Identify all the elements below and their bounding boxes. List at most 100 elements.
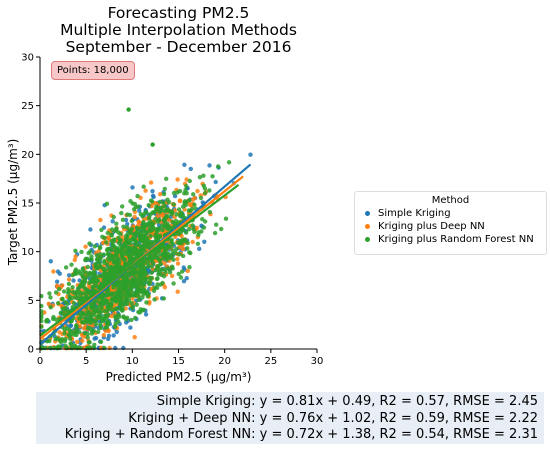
fit-line-3 [39,184,240,337]
data-point [63,300,68,305]
data-point [162,203,167,209]
data-point [135,193,140,199]
data-point [44,318,49,323]
data-point [88,227,93,232]
data-point [146,215,152,221]
data-point [181,265,186,270]
y-tick-label: 30 [21,53,34,64]
data-point [123,317,129,322]
data-point [124,245,130,251]
data-point [129,301,134,306]
data-point [54,279,60,284]
data-point [184,276,189,281]
data-point [151,194,156,200]
data-point [170,248,176,253]
data-point [120,308,125,313]
data-point [102,308,108,314]
data-point [110,242,116,247]
data-point [140,234,145,239]
data-point [135,204,141,209]
data-point [226,160,232,165]
data-point [161,274,167,279]
data-point [93,282,99,287]
data-point [69,345,74,351]
data-point [77,329,82,335]
data-point [72,257,78,263]
data-point [113,271,118,277]
data-point [136,263,141,268]
x-tick-label: 10 [126,356,139,367]
data-point [134,276,139,281]
data-point [113,324,118,329]
data-point [155,282,160,287]
data-point [166,244,171,249]
data-point [210,174,215,179]
y-tick-label: 0 [28,345,34,356]
data-point [134,247,139,253]
data-point [79,249,84,255]
data-point [86,290,91,295]
data-point [150,189,155,194]
data-point [65,326,70,331]
data-point [155,285,160,290]
data-point [148,212,153,217]
data-point [80,273,85,278]
data-point [106,333,112,338]
data-point [127,212,133,218]
data-point [207,188,212,193]
data-point [166,266,171,271]
data-point [82,277,88,282]
data-point [125,221,130,227]
data-point [134,239,139,245]
data-point [219,226,224,232]
data-point [187,198,192,203]
data-point [178,275,184,280]
data-point [187,265,192,270]
data-point [140,263,145,269]
data-point [155,206,161,211]
data-point [213,179,218,185]
data-point [169,209,174,214]
data-point [93,322,99,327]
data-point [81,320,86,325]
data-point [106,252,111,257]
x-tick-label: 30 [311,356,324,367]
data-point [198,195,204,201]
data-point [74,323,79,328]
data-point [134,252,139,258]
data-point [185,268,190,274]
legend-item-simple-kriging: Simple Kriging [355,207,546,220]
data-point [98,322,103,327]
data-point [86,319,92,325]
data-point [76,269,82,274]
data-point [106,328,111,334]
data-point [183,230,189,235]
data-point [113,290,119,296]
data-point [85,335,90,340]
legend-label: Simple Kriging [378,208,451,219]
data-point [123,296,128,301]
data-point [62,331,67,336]
data-point [102,270,108,276]
data-point [190,239,195,245]
data-point [162,186,167,192]
data-point [79,281,85,286]
data-point [102,235,107,240]
data-point [176,271,181,277]
data-point [58,344,63,349]
data-point [48,295,53,300]
regression-summary: Simple Kriging: y = 0.81x + 0.49, R2 = 0… [36,392,544,444]
data-point [87,310,92,315]
data-point [68,323,74,328]
data-point [178,230,184,235]
data-point [171,202,176,207]
data-point [128,325,133,330]
data-point [161,191,167,197]
data-point [114,260,120,265]
data-point [74,332,79,338]
data-point [116,319,121,324]
data-point [129,317,134,323]
y-tick-label: 20 [21,150,34,161]
data-point [87,273,92,278]
data-point [121,345,126,351]
